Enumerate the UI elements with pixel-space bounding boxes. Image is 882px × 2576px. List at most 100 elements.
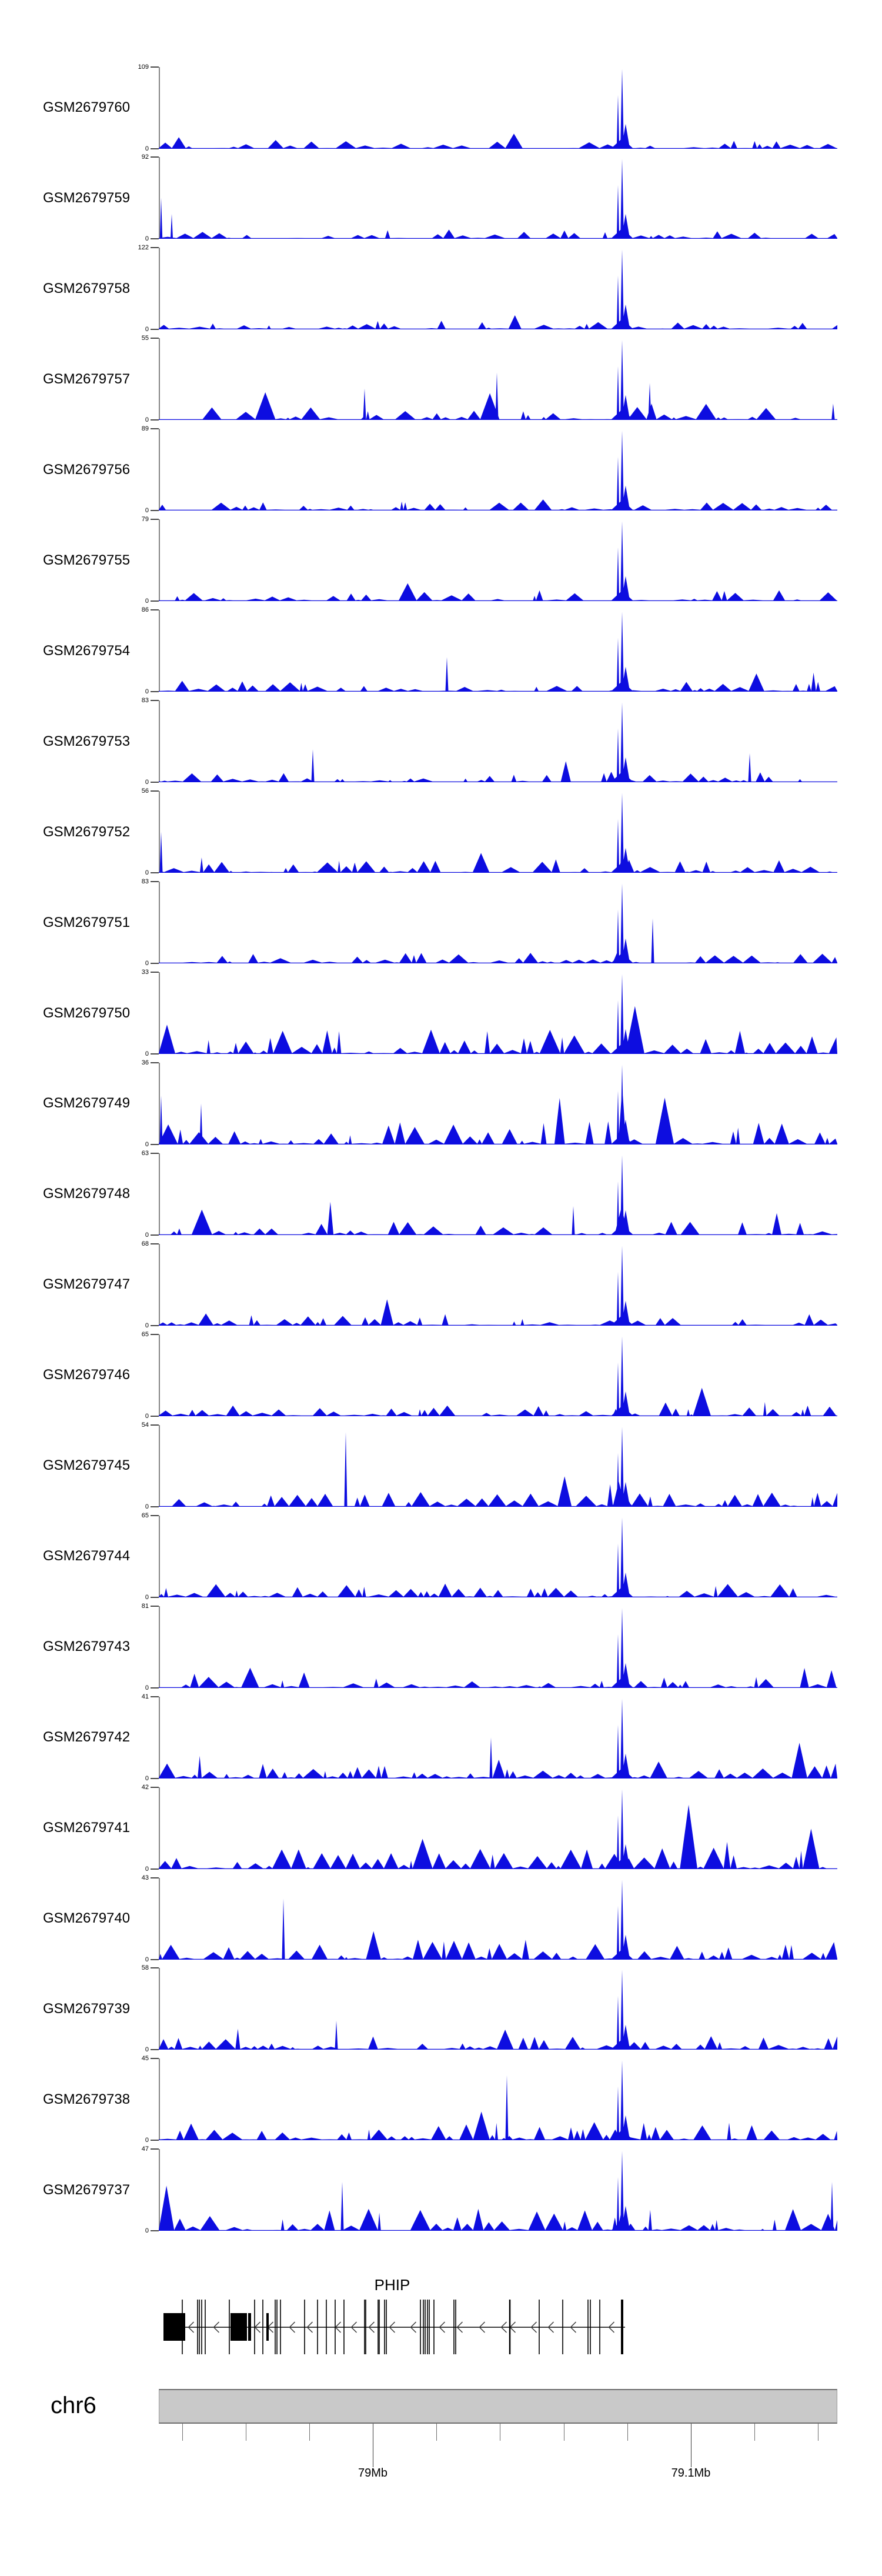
y-max-label: 65 bbox=[141, 1330, 149, 1338]
y-axis-zero-tick bbox=[151, 1324, 159, 1326]
y-axis-max-tick bbox=[151, 156, 159, 158]
y-axis-max-tick bbox=[151, 2058, 159, 2060]
y-zero-label: 0 bbox=[145, 779, 149, 786]
y-zero-label: 0 bbox=[145, 688, 149, 696]
ruler-minor-tick bbox=[436, 2424, 437, 2441]
y-axis-line bbox=[159, 1696, 160, 1778]
y-max-label: 42 bbox=[141, 1783, 149, 1791]
y-axis-line bbox=[159, 700, 160, 783]
ruler-minor-tick bbox=[627, 2424, 628, 2441]
sample-id-label: GSM2679760 bbox=[43, 99, 131, 115]
coverage-signal-area bbox=[159, 1879, 837, 1960]
strand-direction-arrow-icon bbox=[289, 2321, 296, 2333]
exon-tick bbox=[621, 2300, 623, 2354]
ruler-minor-tick bbox=[182, 2424, 183, 2441]
y-zero-label: 0 bbox=[145, 1050, 149, 1057]
strand-direction-arrow-icon bbox=[188, 2321, 195, 2333]
exon-tick bbox=[335, 2300, 336, 2354]
coverage-track-row: GSM2679753 83 0 bbox=[0, 697, 882, 786]
strand-direction-arrow-icon bbox=[547, 2321, 554, 2333]
y-axis-line bbox=[159, 1424, 160, 1507]
y-zero-label: 0 bbox=[145, 2227, 149, 2235]
y-axis-line bbox=[159, 66, 160, 149]
sample-id-label: GSM2679759 bbox=[43, 189, 131, 206]
exon-tick bbox=[229, 2300, 230, 2354]
coverage-track-row: GSM2679750 33 0 bbox=[0, 969, 882, 1057]
y-axis-zero-tick bbox=[151, 2230, 159, 2232]
ruler-minor-tick bbox=[754, 2424, 755, 2441]
chromosome-ideogram bbox=[159, 2389, 837, 2424]
y-axis-max-tick bbox=[151, 247, 159, 249]
gene-label: PHIP bbox=[374, 2276, 410, 2294]
exon-tick bbox=[201, 2300, 202, 2354]
exon-tick bbox=[562, 2300, 563, 2354]
y-axis-zero-tick bbox=[151, 600, 159, 602]
y-zero-label: 0 bbox=[145, 1412, 149, 1420]
coverage-track-row: GSM2679739 58 0 bbox=[0, 1964, 882, 2053]
coverage-signal-area bbox=[159, 249, 837, 330]
y-zero-label: 0 bbox=[145, 507, 149, 515]
exon-tick bbox=[425, 2300, 426, 2354]
y-axis-max-tick bbox=[151, 1062, 159, 1063]
y-zero-label: 0 bbox=[145, 1593, 149, 1601]
sample-id-label: GSM2679742 bbox=[43, 1729, 131, 1746]
coverage-signal-area bbox=[159, 1426, 837, 1507]
sample-id-label: GSM2679746 bbox=[43, 1367, 131, 1383]
y-axis-line bbox=[159, 2149, 160, 2231]
sample-id-label: GSM2679738 bbox=[43, 2091, 131, 2107]
y-axis-max-tick bbox=[151, 519, 159, 520]
exon-tick bbox=[379, 2300, 380, 2354]
y-zero-label: 0 bbox=[145, 1322, 149, 1329]
y-max-label: 86 bbox=[141, 606, 149, 614]
coverage-signal-area bbox=[159, 340, 837, 421]
exon-tick bbox=[427, 2300, 428, 2354]
y-zero-label: 0 bbox=[145, 1231, 149, 1239]
strand-direction-arrow-icon bbox=[368, 2321, 375, 2333]
y-zero-label: 0 bbox=[145, 1684, 149, 1691]
y-zero-label: 0 bbox=[145, 598, 149, 605]
coverage-signal-area bbox=[159, 1155, 837, 1235]
strand-direction-arrow-icon bbox=[350, 2321, 358, 2333]
coverage-signal-area bbox=[159, 68, 837, 149]
y-max-label: 45 bbox=[141, 2055, 149, 2063]
y-zero-label: 0 bbox=[145, 326, 149, 333]
exon-tick bbox=[364, 2300, 365, 2354]
sample-id-label: GSM2679755 bbox=[43, 552, 131, 568]
coverage-track-row: GSM2679740 43 0 bbox=[0, 1874, 882, 1963]
y-axis-zero-tick bbox=[151, 1053, 159, 1055]
y-axis-zero-tick bbox=[151, 963, 159, 964]
coverage-signal-area bbox=[159, 702, 837, 783]
y-axis-line bbox=[159, 972, 160, 1054]
sample-id-label: GSM2679750 bbox=[43, 1005, 131, 1021]
y-axis-zero-tick bbox=[151, 1234, 159, 1236]
y-max-label: 109 bbox=[138, 63, 149, 71]
coverage-track-row: GSM2679744 65 0 bbox=[0, 1512, 882, 1601]
y-zero-label: 0 bbox=[145, 145, 149, 152]
coverage-track-row: GSM2679737 47 0 bbox=[0, 2145, 882, 2234]
strand-direction-arrow-icon bbox=[213, 2321, 220, 2333]
exon-tick bbox=[453, 2300, 455, 2354]
exon-tick bbox=[365, 2300, 366, 2354]
coverage-signal-area bbox=[159, 883, 837, 963]
y-axis-zero-tick bbox=[151, 2140, 159, 2141]
exon-tick bbox=[276, 2300, 278, 2354]
sample-id-label: GSM2679744 bbox=[43, 1548, 131, 1564]
y-axis-line bbox=[159, 248, 160, 330]
y-axis-zero-tick bbox=[151, 1958, 159, 1960]
coverage-signal-area bbox=[159, 431, 837, 511]
y-zero-label: 0 bbox=[145, 416, 149, 424]
exon-box bbox=[163, 2313, 185, 2341]
y-max-label: 65 bbox=[141, 1511, 149, 1519]
coverage-signal-area bbox=[159, 1336, 837, 1416]
coverage-track-row: GSM2679748 63 0 bbox=[0, 1150, 882, 1239]
y-axis-max-tick bbox=[151, 1152, 159, 1154]
sample-id-label: GSM2679739 bbox=[43, 2000, 131, 2017]
y-axis-max-tick bbox=[151, 1424, 159, 1426]
exon-tick bbox=[599, 2300, 600, 2354]
y-axis-zero-tick bbox=[151, 419, 159, 421]
y-axis-max-tick bbox=[151, 428, 159, 430]
coverage-track-row: GSM2679756 89 0 bbox=[0, 425, 882, 514]
ruler-tick-label: 79.1Mb bbox=[671, 2467, 711, 2480]
exon-tick bbox=[205, 2300, 206, 2354]
coverage-track-row: GSM2679757 55 0 bbox=[0, 335, 882, 423]
